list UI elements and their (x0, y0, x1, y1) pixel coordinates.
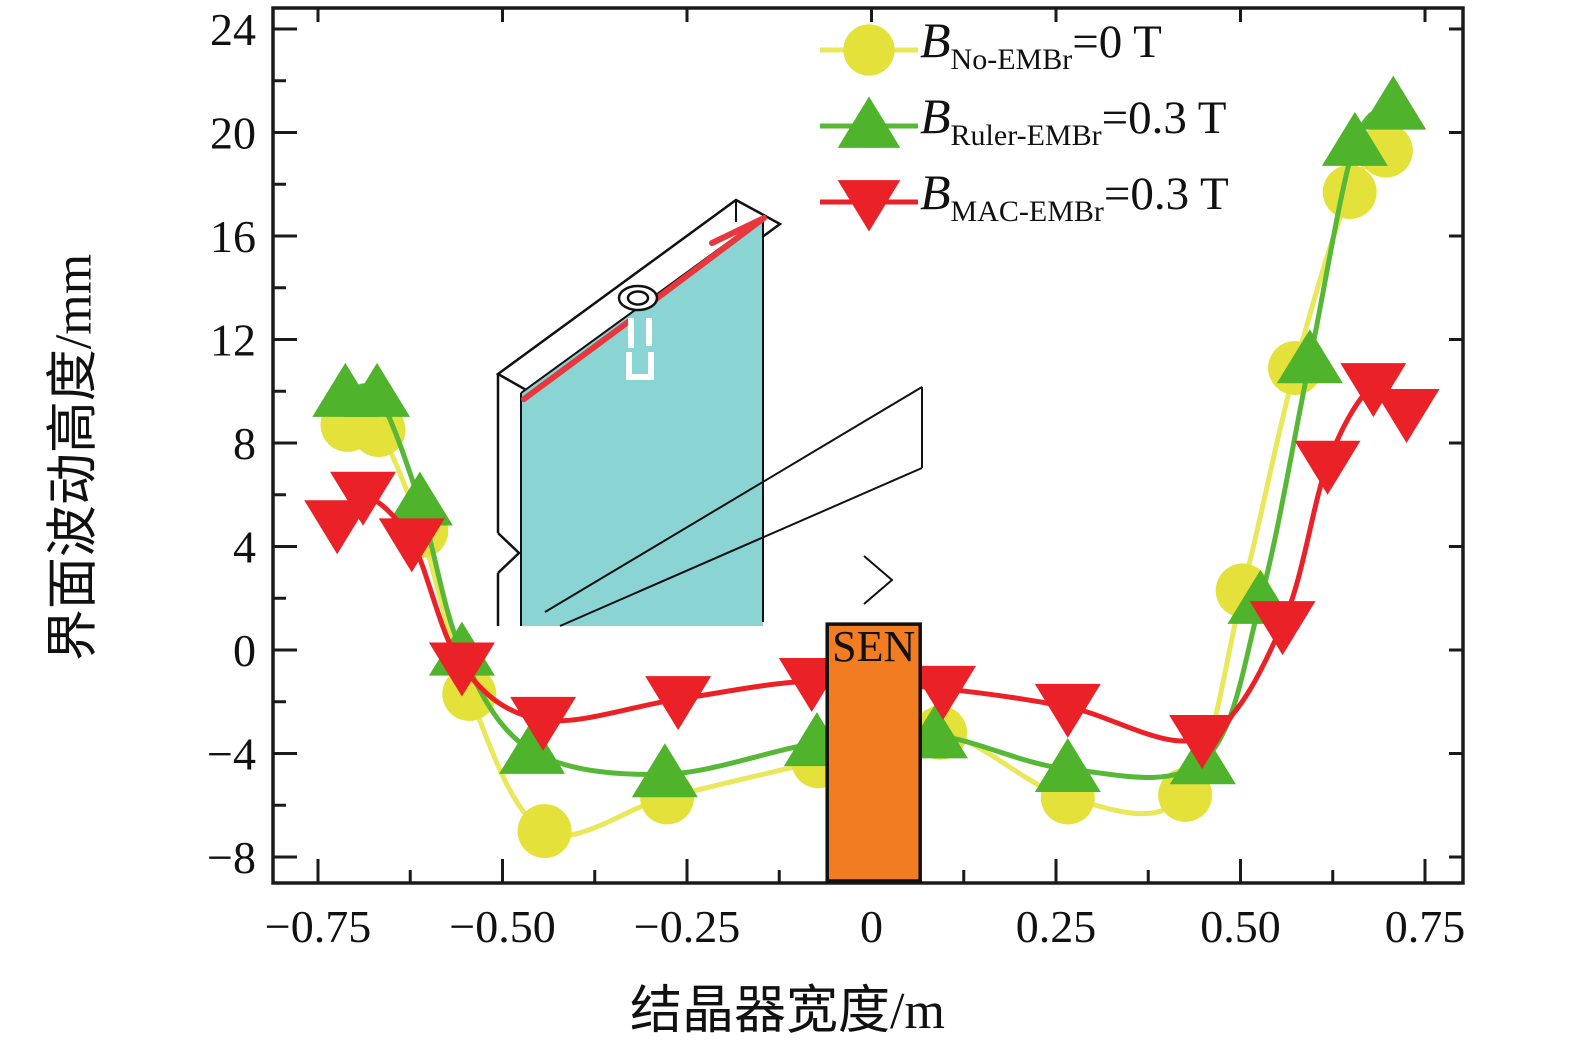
mold-left-edge (496, 374, 521, 626)
data-point-triangle-down (1373, 388, 1440, 443)
y-tick-label: 0 (233, 625, 256, 676)
data-point-triangle-down (378, 518, 445, 573)
data-series (304, 75, 1440, 859)
y-tick-label: 16 (210, 211, 256, 262)
y-axis-label: 界面波动高度/mm (45, 253, 103, 662)
plot-frame (271, 6, 1465, 885)
sen-block (825, 622, 922, 883)
legend-marker-circle (820, 24, 918, 76)
x-tick-label: 0 (860, 901, 883, 952)
legend-item-mac-embr: BMAC-EMBr=0.3 T (818, 164, 1229, 238)
y-tick-label: 4 (233, 522, 256, 573)
axes-frame (271, 6, 1465, 885)
legend-label: BNo-EMBr=0 T (920, 12, 1162, 76)
sen-label: SEN (832, 622, 915, 671)
y-tick-label: 12 (210, 315, 256, 366)
data-point-triangle-down (330, 471, 397, 526)
series-triangle-down (304, 363, 1440, 769)
tick-labels: −0.75 −0.50 −0.25 0 0.25 0.50 0.75 −8 −4 0 4 8 12 16 2… (207, 4, 1465, 952)
data-point-triangle-up (386, 471, 453, 526)
legend-label: BRuler-EMBr=0.3 T (920, 88, 1227, 152)
data-point-triangle-down (1340, 363, 1407, 418)
y-tick-label: 24 (210, 4, 256, 55)
data-point-triangle-down (837, 180, 901, 232)
y-tick-label: 8 (233, 418, 256, 469)
data-point-triangle-up (499, 719, 566, 774)
y-tick-label: −8 (207, 832, 256, 883)
sen-rectangle (825, 622, 922, 883)
sen-port-inner (626, 290, 650, 306)
mold-wide-face-edges (544, 386, 923, 627)
legend-item-ruler-embr: BRuler-EMBr=0.3 T (818, 88, 1229, 162)
data-point-triangle-down (1294, 440, 1361, 495)
sen-pipe-dashes (626, 318, 654, 380)
legend-marker-triangle-up (820, 96, 918, 148)
x-tick-label: 0.25 (1016, 901, 1097, 952)
data-point-triangle-down (645, 676, 712, 731)
x-tick-label: −0.75 (265, 901, 371, 952)
legend-marker-triangle-down (820, 180, 918, 232)
data-point-triangle-up (631, 743, 698, 798)
data-point-triangle-up (344, 362, 411, 417)
y-tick-label: −4 (207, 729, 256, 780)
melt-region (521, 217, 763, 626)
x-tick-label: −0.50 (449, 901, 555, 952)
data-point-circle (843, 24, 895, 76)
data-point-triangle-down (910, 665, 977, 720)
y-tick-label: 20 (210, 108, 256, 159)
data-point-triangle-down (304, 500, 371, 555)
meniscus-line (521, 215, 767, 402)
data-point-triangle-up (837, 96, 901, 148)
data-point-triangle-up (1276, 329, 1343, 384)
data-point-circle (1322, 165, 1377, 220)
legend-item-no-embr: BNo-EMBr=0 T (818, 12, 1229, 86)
legend-label: BMAC-EMBr=0.3 T (920, 164, 1229, 228)
x-tick-label: 0.50 (1200, 901, 1281, 952)
data-point-circle (517, 804, 572, 859)
mold-break-chevron (863, 555, 894, 605)
data-point-triangle-down (1169, 714, 1236, 769)
data-point-triangle-down (428, 642, 495, 697)
x-tick-label: 0.75 (1385, 901, 1466, 952)
x-axis-label: 结晶器宽度/m (630, 983, 945, 1040)
mold-inset-illustration (495, 198, 923, 627)
data-point-triangle-down (1034, 683, 1101, 738)
data-point-triangle-up (1360, 75, 1427, 130)
legend: BNo-EMBr=0 T BRuler-EMBr=0.3 T BMAC-EMBr… (818, 12, 1229, 238)
data-point-triangle-down (510, 696, 577, 751)
data-point-triangle-up (1034, 738, 1101, 793)
data-point-triangle-down (1249, 601, 1316, 656)
x-tick-label: −0.25 (634, 901, 740, 952)
data-point-triangle-up (1321, 111, 1388, 166)
